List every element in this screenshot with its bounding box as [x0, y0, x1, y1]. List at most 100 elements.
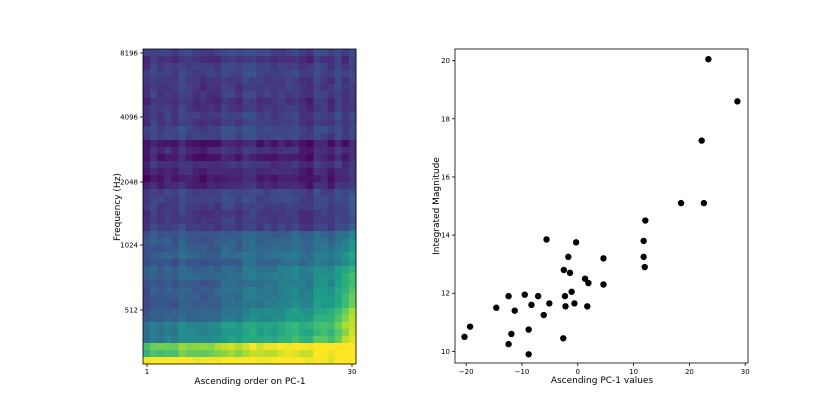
- heatmap-cell: [192, 84, 201, 92]
- heatmap-cell: [221, 56, 229, 64]
- heatmap-cell: [235, 259, 243, 267]
- heatmap-cell: [292, 91, 300, 99]
- heatmap-cell: [256, 189, 265, 197]
- heatmap-cell: [150, 245, 158, 253]
- heatmap-cell: [143, 175, 151, 183]
- heatmap-cell: [221, 266, 229, 274]
- heatmap-cell: [171, 182, 179, 190]
- heatmap-cell: [285, 175, 293, 183]
- heatmap-cell: [235, 203, 243, 211]
- heatmap-cell: [277, 287, 286, 295]
- heatmap-cell: [143, 322, 151, 330]
- heatmap-cell: [150, 112, 158, 120]
- heatmap-cell: [199, 217, 208, 225]
- heatmap-cell: [178, 266, 186, 274]
- heatmap-cell: [270, 210, 279, 218]
- heatmap-cell: [206, 343, 215, 351]
- heatmap-cell: [143, 336, 151, 344]
- heatmap-cell: [277, 147, 286, 155]
- heatmap-cell: [221, 182, 229, 190]
- heatmap-cell: [263, 49, 272, 57]
- heatmap-cell: [249, 63, 257, 71]
- heatmap-cell: [299, 280, 307, 288]
- heatmap-cell: [306, 182, 314, 190]
- heatmap-cell: [192, 322, 201, 330]
- heatmap-cell: [256, 105, 265, 113]
- heatmap-cell: [143, 280, 151, 288]
- heatmap-cell: [327, 112, 336, 120]
- heatmap-cell: [199, 343, 208, 351]
- heatmap-cell: [206, 301, 215, 309]
- scatter-point: [546, 300, 553, 307]
- heatmap-cell: [178, 189, 186, 197]
- heatmap-cell: [221, 210, 229, 218]
- heatmap-cell: [206, 147, 215, 155]
- heatmap-x-tick-label: 1: [145, 368, 149, 376]
- heatmap-cell: [242, 63, 250, 71]
- heatmap-cell: [299, 315, 307, 323]
- heatmap-cell: [206, 98, 215, 106]
- heatmap-cell: [171, 77, 179, 85]
- heatmap-cell: [263, 231, 272, 239]
- heatmap-cell: [320, 252, 328, 260]
- heatmap-cell: [334, 322, 343, 330]
- heatmap-cell: [214, 105, 222, 113]
- heatmap-cell: [214, 98, 222, 106]
- heatmap-cell: [199, 63, 208, 71]
- heatmap-cell: [292, 196, 300, 204]
- heatmap-cell: [256, 175, 265, 183]
- heatmap-cell: [270, 182, 279, 190]
- heatmap-cell: [334, 56, 343, 64]
- heatmap-cell: [327, 182, 336, 190]
- heatmap-cell: [214, 224, 222, 232]
- heatmap-cell: [327, 70, 336, 78]
- heatmap-cell: [341, 231, 350, 239]
- heatmap-cell: [178, 84, 186, 92]
- heatmap-cell: [214, 301, 222, 309]
- heatmap-cell: [334, 280, 343, 288]
- heatmap-cell: [263, 224, 272, 232]
- heatmap-cell: [285, 56, 293, 64]
- heatmap-cell: [299, 112, 307, 120]
- heatmap-cell: [327, 273, 336, 281]
- heatmap-cell: [249, 294, 257, 302]
- heatmap-cell: [313, 280, 321, 288]
- scatter-point: [560, 266, 568, 274]
- heatmap-cell: [221, 357, 229, 365]
- heatmap-cell: [178, 315, 186, 323]
- heatmap-cell: [164, 294, 172, 302]
- heatmap-cell: [313, 301, 321, 309]
- heatmap-cell: [306, 245, 314, 253]
- heatmap-cell: [292, 259, 300, 267]
- heatmap-cell: [285, 343, 293, 351]
- heatmap-cell: [327, 315, 336, 323]
- heatmap-cell: [143, 119, 151, 127]
- heatmap-cell: [306, 56, 314, 64]
- heatmap-cell: [327, 245, 336, 253]
- heatmap-cell: [263, 84, 272, 92]
- heatmap-cell: [313, 147, 321, 155]
- heatmap-cell: [249, 217, 257, 225]
- heatmap-cell: [256, 161, 265, 169]
- heatmap-cell: [334, 357, 343, 365]
- heatmap-cell: [228, 329, 236, 337]
- heatmap-cell: [178, 168, 186, 176]
- heatmap-cell: [341, 161, 350, 169]
- heatmap-cell: [242, 168, 250, 176]
- heatmap-cell: [150, 203, 158, 211]
- heatmap-cell: [299, 133, 307, 141]
- heatmap-cell: [199, 182, 208, 190]
- heatmap-cell: [320, 91, 328, 99]
- heatmap-cell: [263, 63, 272, 71]
- heatmap-cell: [249, 336, 257, 344]
- heatmap-cell: [171, 119, 179, 127]
- heatmap-cell: [263, 98, 272, 106]
- heatmap-cell: [334, 84, 343, 92]
- heatmap-cell: [143, 287, 151, 295]
- heatmap-cell: [221, 322, 229, 330]
- heatmap-cell: [150, 105, 158, 113]
- heatmap-cell: [277, 350, 286, 358]
- heatmap-cell: [242, 280, 250, 288]
- heatmap-cell: [263, 105, 272, 113]
- heatmap-cell: [242, 224, 250, 232]
